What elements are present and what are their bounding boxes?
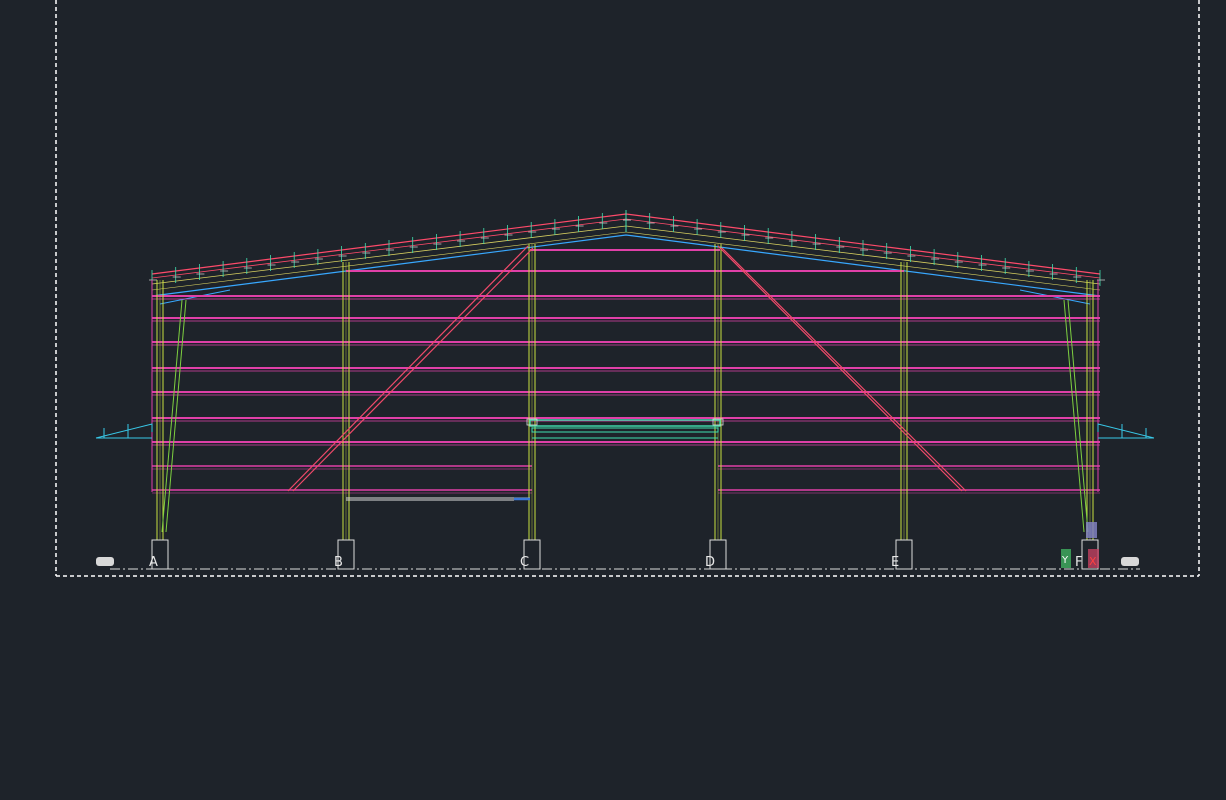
axis-label-c: C: [520, 555, 529, 570]
door-opening: [526, 418, 724, 439]
bracing-left: [287, 245, 529, 492]
cross-bracing: [287, 245, 967, 492]
grid-axis-labels: A B C D E F: [149, 555, 1082, 570]
roof-structure: [149, 210, 1105, 305]
wall-girts: [152, 249, 1100, 494]
axis-label-d: D: [705, 555, 715, 570]
side-canopies: [95, 423, 1155, 439]
roof-line-4: [151, 234, 1101, 297]
end-stays: [161, 299, 1089, 533]
footing-2: [523, 539, 541, 570]
column-footings: [151, 539, 1099, 570]
drawing-border: [55, 0, 1200, 577]
footing-1: [337, 539, 355, 570]
footing-4: [895, 539, 913, 570]
bracing-right: [717, 245, 963, 492]
footing-0: [151, 539, 169, 570]
ucs-icon: Y X: [1061, 522, 1099, 568]
wall-opening-bar: [346, 497, 530, 501]
ucs-y-label: Y: [1061, 555, 1069, 566]
footing-3: [709, 539, 727, 570]
axis-label-b: B: [334, 555, 343, 570]
axis-label-a: A: [149, 555, 158, 570]
frame-columns: [151, 244, 1099, 540]
axis-label-f: F: [1075, 555, 1082, 570]
base-plate-markers: [96, 557, 1139, 566]
axis-label-e: E: [891, 555, 899, 570]
ucs-x-label: X: [1089, 555, 1097, 568]
